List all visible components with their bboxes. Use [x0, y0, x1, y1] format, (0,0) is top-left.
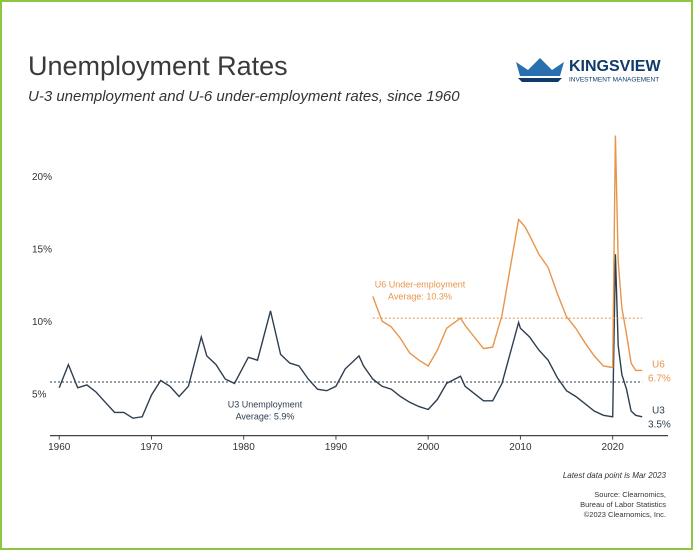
y-tick-label: 20% [32, 172, 52, 183]
source-note: Bureau of Labor Statistics [580, 500, 666, 509]
annotation: U3 Unemployment [228, 399, 303, 409]
logo-tagline: INVESTMENT MANAGEMENT [569, 77, 659, 84]
chart-title: Unemployment Rates [28, 51, 288, 81]
x-tick-label: 1990 [325, 442, 348, 453]
source-note: Source: Clearnomics, [594, 490, 666, 499]
x-tick-label: 2010 [509, 442, 532, 453]
annotation: Average: 10.3% [388, 291, 452, 301]
x-tick-label: 1980 [233, 442, 256, 453]
logo-name: KINGSVIEW [569, 58, 661, 75]
end-label: 6.7% [648, 374, 671, 385]
x-tick-label: 1960 [48, 442, 71, 453]
series-name: U6 [652, 360, 665, 371]
series-line [58, 254, 643, 419]
y-tick-label: 5% [32, 390, 47, 401]
series-name: U3 [652, 406, 665, 417]
annotation: U6 Under-employment [375, 279, 466, 289]
latest-note: Latest data point is Mar 2023 [563, 471, 667, 480]
y-tick-label: 15% [32, 245, 52, 256]
x-tick-label: 2020 [602, 442, 625, 453]
logo-icon-base [518, 78, 562, 82]
x-tick-label: 1970 [140, 442, 163, 453]
annotation: Average: 5.9% [236, 411, 295, 421]
x-tick-label: 2000 [417, 442, 440, 453]
logo: KINGSVIEW INVESTMENT MANAGEMENT [516, 58, 661, 84]
chart-subtitle: U-3 unemployment and U-6 under-employmen… [28, 88, 460, 105]
source-note: ©2023 Clearnomics, Inc. [584, 510, 666, 519]
series-line [372, 135, 643, 372]
logo-icon [516, 58, 564, 76]
y-tick-label: 10% [32, 317, 52, 328]
end-label: 3.5% [648, 420, 671, 431]
